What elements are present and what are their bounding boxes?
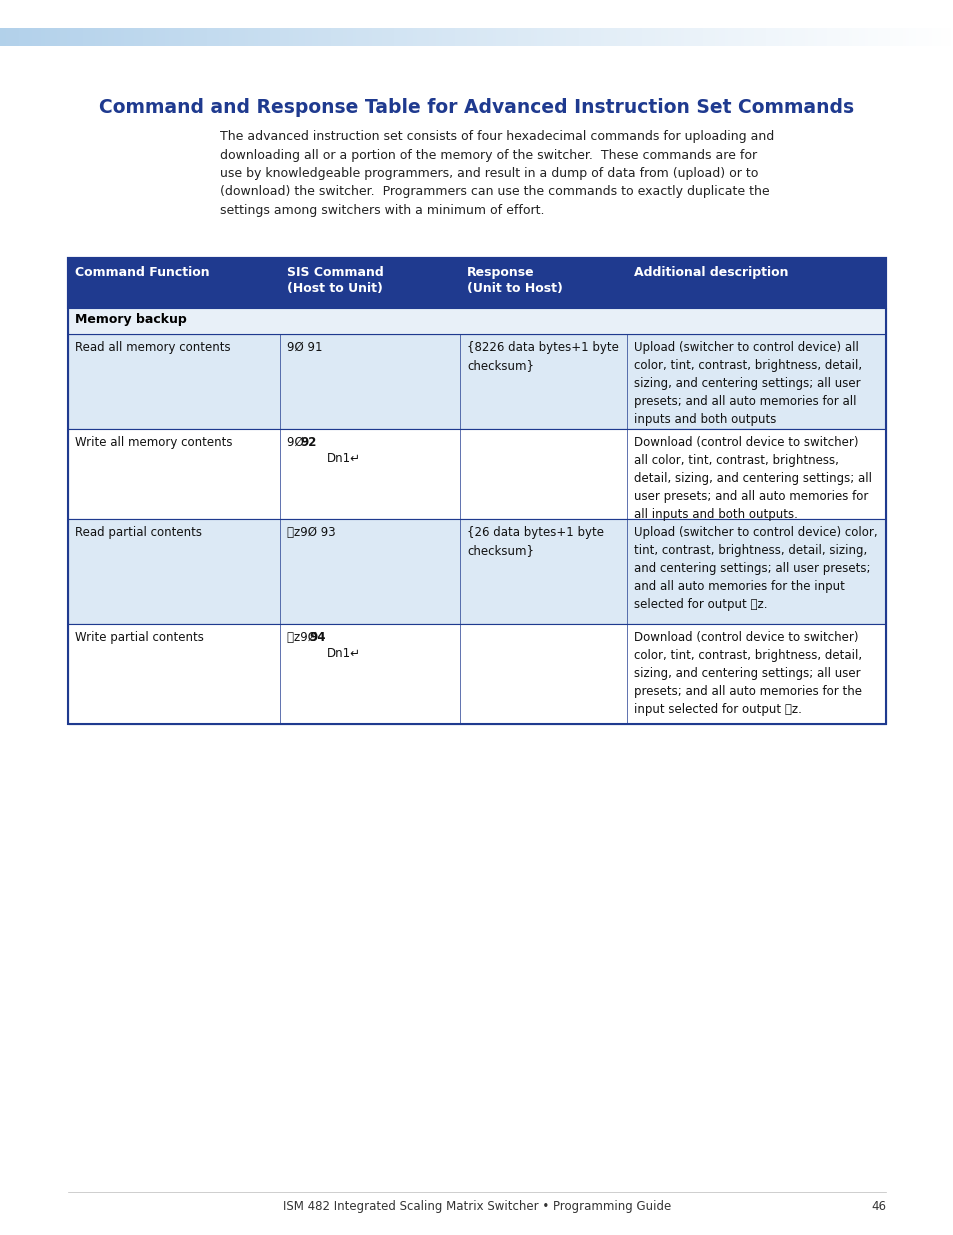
- Bar: [68, 429, 885, 519]
- Text: Memory backup: Memory backup: [75, 312, 187, 326]
- Text: (Unit to Host): (Unit to Host): [467, 282, 562, 295]
- Bar: [0, 30, 953, 44]
- Bar: [68, 624, 885, 724]
- Text: Command Function: Command Function: [75, 266, 210, 279]
- Text: 94: 94: [309, 631, 325, 643]
- Bar: [68, 258, 885, 724]
- Text: Read all memory contents: Read all memory contents: [75, 341, 231, 354]
- Text: Additional description: Additional description: [634, 266, 788, 279]
- Bar: [0, 28, 953, 46]
- Text: Write all memory contents: Write all memory contents: [75, 436, 233, 450]
- Bar: [68, 333, 885, 429]
- Text: {8226 data bytes+1 byte
checksum}: {8226 data bytes+1 byte checksum}: [467, 341, 618, 372]
- Text: 9Ø 91: 9Ø 91: [287, 341, 322, 354]
- Text: Write partial contents: Write partial contents: [75, 631, 204, 643]
- Bar: [68, 519, 885, 624]
- Text: Download (control device to switcher)
color, tint, contrast, brightness, detail,: Download (control device to switcher) co…: [634, 631, 862, 716]
- Text: Command and Response Table for Advanced Instruction Set Commands: Command and Response Table for Advanced …: [99, 98, 854, 117]
- Text: {26 data bytes+1 byte
checksum}: {26 data bytes+1 byte checksum}: [467, 526, 603, 557]
- Text: SIS Command: SIS Command: [287, 266, 383, 279]
- Text: Upload (switcher to control device) color,
tint, contrast, brightness, detail, s: Upload (switcher to control device) colo…: [634, 526, 877, 611]
- Text: Dn1↵: Dn1↵: [327, 452, 360, 466]
- Text: 46: 46: [870, 1200, 885, 1213]
- Text: Dn1↵: Dn1↵: [327, 647, 360, 659]
- Bar: [68, 308, 885, 333]
- Text: ⓧz9Ø: ⓧz9Ø: [287, 631, 320, 643]
- Text: Upload (switcher to control device) all
color, tint, contrast, brightness, detai: Upload (switcher to control device) all …: [634, 341, 862, 426]
- Text: ⓧz9Ø 93: ⓧz9Ø 93: [287, 526, 335, 538]
- Text: (Host to Unit): (Host to Unit): [287, 282, 382, 295]
- Text: Response: Response: [467, 266, 534, 279]
- Text: ISM 482 Integrated Scaling Matrix Switcher • Programming Guide: ISM 482 Integrated Scaling Matrix Switch…: [283, 1200, 670, 1213]
- Text: Read partial contents: Read partial contents: [75, 526, 202, 538]
- Text: 92: 92: [300, 436, 316, 450]
- Bar: [68, 258, 885, 308]
- Text: The advanced instruction set consists of four hexadecimal commands for uploading: The advanced instruction set consists of…: [220, 130, 774, 217]
- Text: 9Ø: 9Ø: [287, 436, 307, 450]
- Bar: [0, 32, 953, 42]
- Text: Download (control device to switcher)
all color, tint, contrast, brightness,
det: Download (control device to switcher) al…: [634, 436, 871, 521]
